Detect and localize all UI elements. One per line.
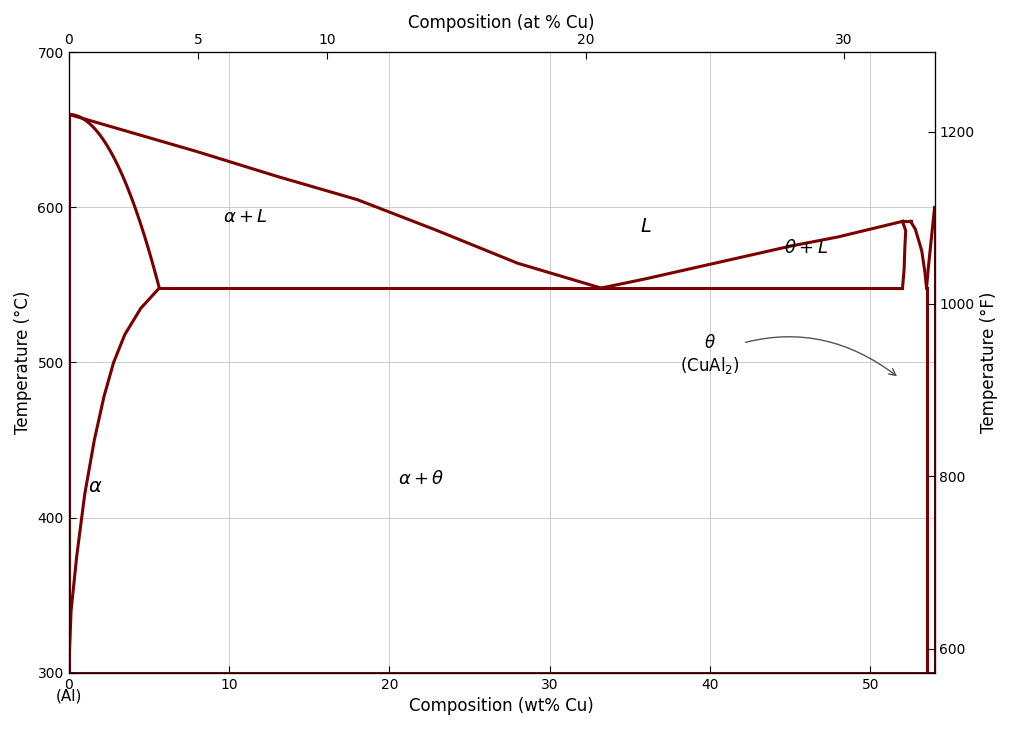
X-axis label: Composition (wt% Cu): Composition (wt% Cu) — [408, 697, 593, 715]
Y-axis label: Temperature (°C): Temperature (°C) — [14, 291, 32, 434]
Text: $\alpha + \theta$: $\alpha + \theta$ — [397, 469, 444, 488]
Y-axis label: Temperature (°F): Temperature (°F) — [979, 292, 997, 433]
Text: (Al): (Al) — [56, 688, 82, 703]
Text: $\alpha + L$: $\alpha + L$ — [222, 208, 267, 226]
Text: $\theta + L$: $\theta + L$ — [784, 238, 827, 257]
X-axis label: Composition (at % Cu): Composition (at % Cu) — [408, 14, 594, 32]
Text: $\theta$
(CuAl$_2$): $\theta$ (CuAl$_2$) — [679, 334, 895, 376]
Text: $\alpha$: $\alpha$ — [88, 477, 102, 496]
Text: $L$: $L$ — [640, 217, 651, 235]
